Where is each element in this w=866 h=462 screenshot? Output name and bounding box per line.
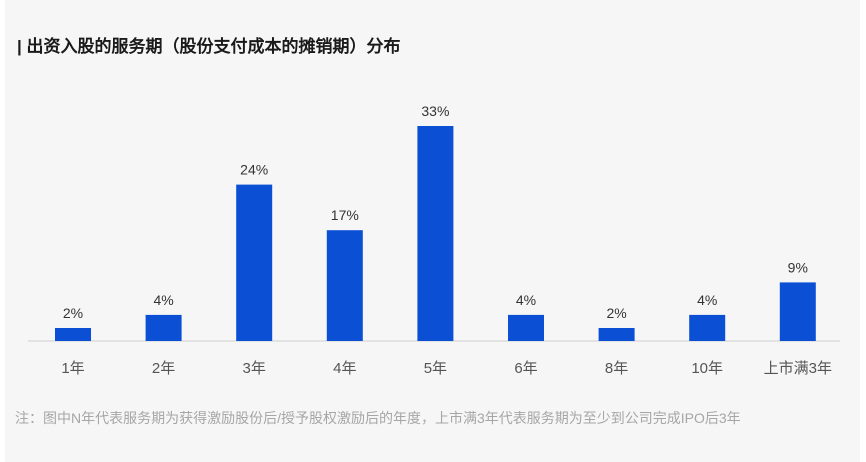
category-label-9: 上市满3年: [764, 360, 832, 377]
bar-3: [236, 184, 273, 341]
category-label-3: 3年: [243, 360, 266, 377]
value-label-5: 33%: [421, 103, 449, 119]
value-label-4: 17%: [331, 207, 359, 223]
value-label-6: 4%: [516, 292, 536, 308]
bar-4: [326, 230, 363, 341]
category-label-7: 8年: [605, 360, 628, 377]
bar-7: [598, 328, 635, 341]
value-label-1: 2%: [63, 305, 83, 321]
bar-2: [145, 314, 182, 341]
bar-6: [508, 314, 544, 341]
category-label-4: 4年: [333, 360, 356, 377]
bar-8: [689, 314, 726, 341]
footnote: 注：图中N年代表服务期为获得激励股份后/授予股权激励后的年度，上市满3年代表服务…: [15, 410, 741, 426]
value-label-7: 2%: [606, 305, 626, 321]
category-label-2: 2年: [152, 360, 175, 377]
value-label-8: 4%: [697, 292, 717, 308]
bar-1: [55, 328, 91, 341]
category-label-1: 1年: [61, 360, 84, 377]
chart-title: | 出资入股的服务期（股份支付成本的摊销期）分布: [17, 37, 401, 56]
value-label-2: 4%: [153, 292, 173, 308]
category-label-8: 10年: [691, 360, 723, 377]
value-label-9: 9%: [788, 259, 808, 275]
category-label-6: 6年: [514, 360, 537, 377]
bar-5: [417, 126, 454, 341]
bar-9: [779, 282, 816, 341]
category-label-5: 5年: [424, 360, 447, 377]
value-label-3: 24%: [240, 162, 268, 178]
